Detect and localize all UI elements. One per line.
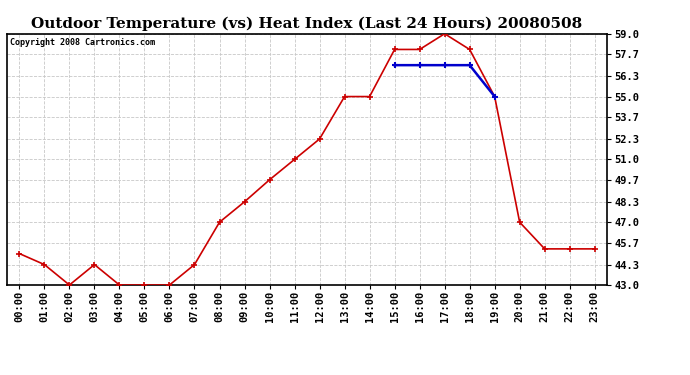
Title: Outdoor Temperature (vs) Heat Index (Last 24 Hours) 20080508: Outdoor Temperature (vs) Heat Index (Las… (32, 17, 582, 31)
Text: Copyright 2008 Cartronics.com: Copyright 2008 Cartronics.com (10, 38, 155, 46)
